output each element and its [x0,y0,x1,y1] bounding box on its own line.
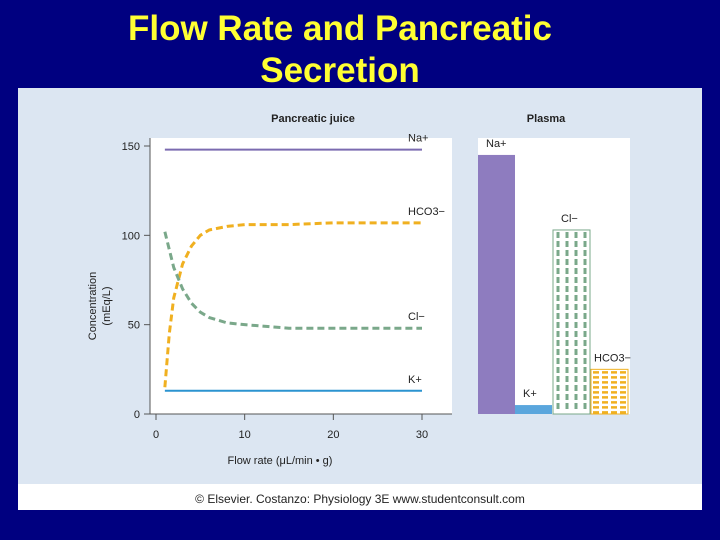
copyright-caption: © Elsevier. Costanzo: Physiology 3E www.… [195,492,525,506]
figure-panel: Pancreatic juice Plasma 0 10 20 30 0 50 100 150… [18,88,702,510]
x-tick-label: 10 [239,429,251,441]
x-tick-label: 30 [416,429,428,441]
bar-na [478,154,515,414]
bar-series-group: Na+ K+ Cl− HCO3− [478,138,631,415]
bar-k [515,405,552,414]
y-tick-label: 0 [134,409,140,421]
y-tick-label: 50 [128,320,140,332]
bar-chart-title: Plasma [527,113,566,125]
x-axis-label: Flow rate (μL/min • g) [228,455,333,467]
y-tick-label: 150 [122,141,140,153]
line-series-group: Na+ HCO3− Cl− K+ [163,133,445,392]
series-line-cl [163,231,422,330]
line-plot-area [150,138,452,414]
series-label: K+ [408,374,422,386]
bar-label: K+ [523,388,537,400]
series-label: Cl− [408,311,425,323]
line-chart-title: Pancreatic juice [271,113,355,125]
bar-label: Na+ [486,138,507,150]
y-axis-label-line: Concentration [87,272,99,341]
bar-label: HCO3− [594,352,631,364]
y-tick-label: 100 [122,230,140,242]
x-tick-label: 20 [327,429,339,441]
y-axis-label: Concentration (mEq/L) [87,272,113,341]
x-tick-label: 0 [153,429,159,441]
line-chart-axes: 0 10 20 30 0 50 100 150 [122,138,452,441]
chart-figure: Pancreatic juice Plasma 0 10 20 30 0 50 100 150… [87,113,631,467]
slide-title: Flow Rate and Pancreatic Secretion [127,9,553,90]
series-label: Na+ [408,133,429,145]
y-axis-label-line: (mEq/L) [101,286,113,325]
series-line-hco3 [163,221,422,388]
bar-label: Cl− [561,213,578,225]
series-label: HCO3− [408,206,445,218]
